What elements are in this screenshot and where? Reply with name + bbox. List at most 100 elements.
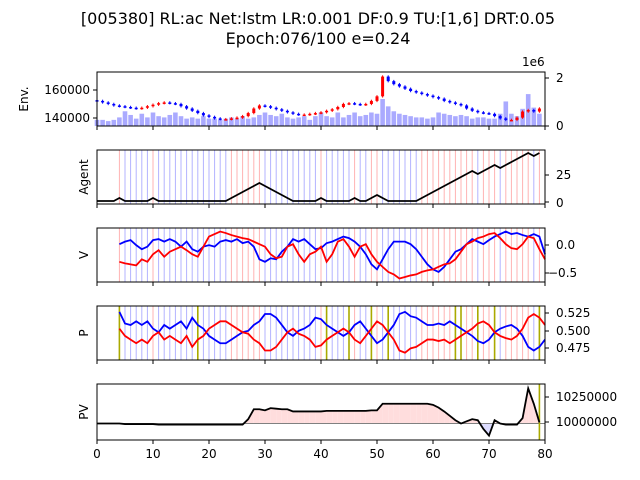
pv-area-segment bbox=[371, 410, 377, 424]
env-candle-body bbox=[330, 109, 334, 111]
env-candle-body bbox=[353, 103, 357, 105]
env-candle-body bbox=[431, 95, 435, 98]
env-candle-body bbox=[509, 119, 513, 122]
env-volume-bar bbox=[346, 114, 352, 126]
env-candle-body bbox=[532, 110, 536, 112]
pv-area-segment bbox=[365, 410, 372, 424]
env-ytick-140000: 140000 bbox=[44, 111, 90, 125]
pv-area-segment bbox=[405, 403, 411, 424]
env-ytick-160000: 160000 bbox=[44, 83, 90, 97]
pv-area-segment bbox=[377, 403, 383, 424]
pv-xtick-label: 0 bbox=[93, 447, 101, 461]
env-volume-bar bbox=[402, 114, 408, 126]
env-volume-bar bbox=[335, 112, 341, 126]
env-candle-body bbox=[347, 103, 351, 105]
env-volume-bar bbox=[262, 112, 268, 126]
pv-area-segment bbox=[393, 403, 400, 424]
env-volume-bar bbox=[173, 112, 178, 126]
env-candle-body bbox=[196, 110, 200, 114]
env-volume-bar bbox=[100, 119, 105, 126]
env-candle-body bbox=[224, 119, 228, 121]
env-volume-bar bbox=[268, 114, 273, 126]
env-candle-body bbox=[442, 98, 446, 101]
env-volume-bar bbox=[122, 111, 128, 126]
agent-right-ytick-0: 0 bbox=[556, 196, 564, 210]
env-volume-bar bbox=[486, 118, 492, 126]
env-volume-bar bbox=[307, 119, 313, 126]
env-candle-body bbox=[201, 113, 205, 116]
env-volume-bar bbox=[133, 118, 139, 126]
pv-area-segment bbox=[315, 411, 321, 424]
env-right-offset-label: 1e6 bbox=[522, 55, 545, 69]
env-candle-body bbox=[280, 109, 284, 111]
env-candle-body bbox=[213, 116, 217, 119]
env-candle-body bbox=[437, 97, 441, 99]
pv-area-segment bbox=[382, 403, 389, 424]
env-candle-body bbox=[123, 106, 127, 108]
env-candle-body bbox=[325, 110, 329, 113]
policy-sell-line bbox=[118, 310, 546, 352]
env-candle-body bbox=[269, 106, 273, 108]
env-volume-bar bbox=[363, 114, 369, 126]
value-panel: V 0.0 −0.5 bbox=[77, 227, 577, 286]
env-candle-body bbox=[229, 118, 233, 120]
env-right-ytick-0: 0 bbox=[556, 119, 564, 133]
env-volume-bar bbox=[234, 118, 240, 126]
pv-area-segment bbox=[276, 408, 282, 424]
value-right-ytick-neg05: −0.5 bbox=[548, 266, 577, 280]
env-volume-bar bbox=[357, 116, 363, 126]
pv-right-ytick-10250000: 10250000 bbox=[556, 390, 617, 404]
env-volume-bar bbox=[167, 114, 173, 126]
env-candle-body bbox=[207, 115, 211, 117]
pv-area-segment bbox=[388, 403, 394, 424]
env-volume-bar bbox=[503, 101, 509, 126]
env-candle-body bbox=[173, 103, 177, 105]
pv-xtick-label: 80 bbox=[537, 447, 552, 461]
env-candle-body bbox=[470, 108, 474, 111]
env-volume-bar bbox=[240, 116, 245, 126]
pv-xtick-label: 30 bbox=[257, 447, 272, 461]
env-candle-body bbox=[448, 100, 452, 103]
pv-area-segment bbox=[293, 411, 299, 424]
env-volume-bar bbox=[111, 119, 117, 126]
env-candle-body bbox=[537, 108, 541, 112]
env-volume-bar bbox=[189, 117, 195, 126]
value-right-ytick-0: 0.0 bbox=[556, 238, 575, 252]
env-candle-body bbox=[369, 100, 373, 104]
env-volume-bar bbox=[212, 118, 217, 126]
env-volume-bar bbox=[145, 117, 150, 126]
env-volume-bar bbox=[301, 116, 307, 126]
env-candle-body bbox=[106, 102, 110, 104]
pv-area-segment bbox=[433, 404, 439, 424]
env-volume-bar bbox=[441, 113, 447, 126]
pv-area-segment bbox=[349, 410, 355, 424]
env-volume-bar bbox=[195, 118, 201, 126]
env-candle-body bbox=[476, 110, 480, 113]
env-volume-bar bbox=[385, 106, 391, 126]
env-volume-bar bbox=[139, 113, 145, 126]
pv-area-segment bbox=[287, 409, 293, 424]
pv-area-segment bbox=[343, 410, 349, 424]
env-volume-bar bbox=[217, 119, 223, 126]
env-volume-bar bbox=[273, 116, 279, 126]
env-candle-body bbox=[465, 105, 469, 109]
agent-right-ytick-25: 25 bbox=[556, 168, 571, 182]
pv-area-segment bbox=[421, 403, 428, 424]
env-volume-bar bbox=[369, 112, 374, 126]
env-candle-body bbox=[319, 112, 323, 114]
env-volume-bar bbox=[223, 118, 229, 126]
env-volume-bar bbox=[374, 113, 380, 126]
env-candle-body bbox=[241, 116, 245, 118]
env-candle-body bbox=[487, 113, 491, 115]
env-volume-bar bbox=[380, 99, 385, 126]
env-volume-bar bbox=[296, 117, 301, 126]
env-volume-bar bbox=[436, 112, 441, 126]
env-volume-bar bbox=[184, 118, 189, 126]
env-volume-bar bbox=[413, 117, 419, 126]
env-volume-bar bbox=[531, 107, 537, 126]
policy-right-ytick-0525: 0.525 bbox=[556, 306, 590, 320]
env-candle-body bbox=[101, 100, 105, 103]
policy-buy-line bbox=[118, 312, 546, 354]
pv-area-segment bbox=[427, 403, 433, 424]
env-candle-body bbox=[364, 103, 368, 106]
